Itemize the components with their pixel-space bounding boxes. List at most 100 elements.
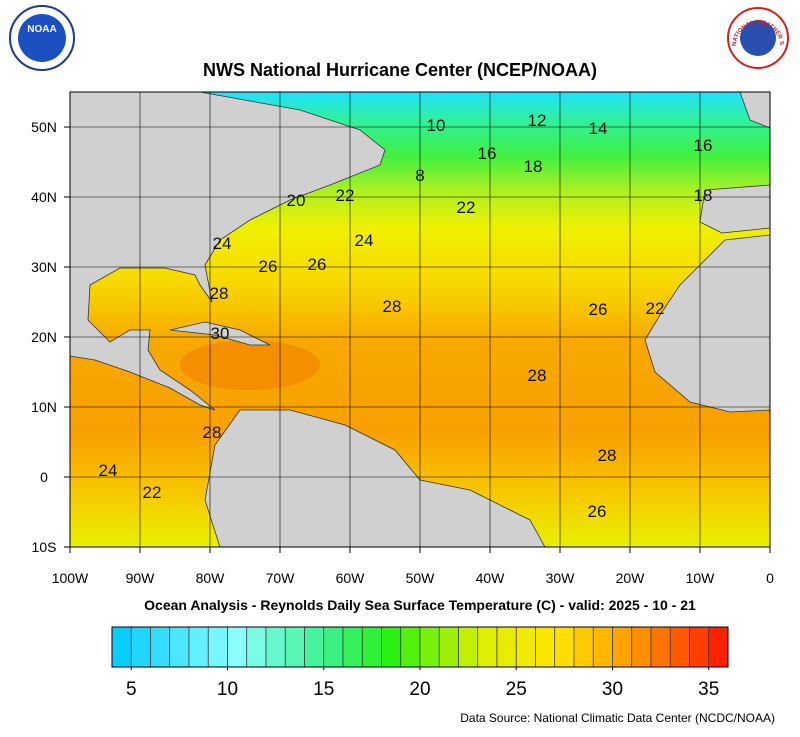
noaa-logo-text: NOAA bbox=[27, 24, 56, 35]
contour-label: 22 bbox=[336, 186, 355, 205]
colorbar-box bbox=[169, 626, 190, 668]
contour-label: 28 bbox=[203, 423, 222, 442]
colorbar-box bbox=[496, 626, 517, 668]
colorbar-box bbox=[304, 626, 325, 668]
contour-label: 10 bbox=[427, 116, 446, 135]
colorbar-box bbox=[477, 626, 498, 668]
colorbar-box bbox=[150, 626, 171, 668]
contour-label: 14 bbox=[589, 119, 608, 138]
contour-label: 22 bbox=[457, 198, 476, 217]
x-tick-label: 100W bbox=[52, 570, 89, 586]
colorbar-label: 30 bbox=[602, 679, 623, 700]
colorbar-box bbox=[458, 626, 479, 668]
contour-label: 8 bbox=[415, 166, 424, 185]
y-tick-label: 20N bbox=[31, 329, 57, 345]
colorbar-box bbox=[188, 626, 209, 668]
y-tick-label: 0 bbox=[40, 469, 48, 485]
colorbar-box bbox=[592, 626, 613, 668]
colorbar-box bbox=[361, 626, 382, 668]
colorbar-box bbox=[284, 626, 305, 668]
contour-label: 24 bbox=[213, 234, 232, 253]
colorbar-label: 35 bbox=[698, 679, 719, 700]
contour-label: 24 bbox=[355, 231, 374, 250]
contour-label: 22 bbox=[646, 299, 665, 318]
nws-logo-path: NATIONAL WEATHER SERVICE bbox=[0, 0, 784, 46]
contour-label: 18 bbox=[694, 186, 713, 205]
x-tick-label: 70W bbox=[266, 570, 296, 586]
africa bbox=[644, 234, 770, 413]
colorbar-box bbox=[612, 626, 633, 668]
colorbar-label: 25 bbox=[506, 679, 527, 700]
x-tick-label: 60W bbox=[336, 570, 366, 586]
contour-label: 26 bbox=[308, 255, 327, 274]
colorbar-box bbox=[265, 626, 286, 668]
contour-label: 22 bbox=[143, 483, 162, 502]
x-tick-label: 0 bbox=[766, 570, 774, 586]
contour-label: 16 bbox=[478, 144, 497, 163]
south-america bbox=[204, 409, 546, 547]
contour-label: 28 bbox=[383, 297, 402, 316]
colorbar-box bbox=[227, 626, 248, 668]
y-tick-label: 50N bbox=[31, 119, 57, 135]
colorbar-box bbox=[515, 626, 536, 668]
colorbar-box bbox=[419, 626, 440, 668]
warm-pool bbox=[180, 340, 320, 390]
colorbar-box bbox=[111, 626, 132, 668]
contour-label: 26 bbox=[589, 300, 608, 319]
contour-label: 26 bbox=[259, 257, 278, 276]
x-tick-label: 30W bbox=[546, 570, 576, 586]
x-tick-label: 10W bbox=[686, 570, 716, 586]
colorbar-box bbox=[650, 626, 671, 668]
colorbar-label: 15 bbox=[313, 679, 334, 700]
colorbar-box bbox=[631, 626, 652, 668]
uk bbox=[739, 92, 770, 129]
colorbar-box bbox=[689, 626, 710, 668]
noaa-logo: NOAA bbox=[9, 5, 75, 71]
colorbar-box bbox=[246, 626, 267, 668]
colorbar-label: 5 bbox=[126, 679, 137, 700]
nws-logo: NATIONAL WEATHER SERVICE bbox=[0, 0, 789, 69]
colorbar-box bbox=[708, 626, 729, 668]
x-tick-label: 20W bbox=[616, 570, 646, 586]
subtitle: Ocean Analysis - Reynolds Daily Sea Surf… bbox=[144, 597, 696, 613]
colorbar-label: 10 bbox=[217, 679, 238, 700]
x-tick-label: 80W bbox=[196, 570, 226, 586]
colorbar-box bbox=[669, 626, 690, 668]
colorbar-box bbox=[535, 626, 556, 668]
colorbar-box bbox=[400, 626, 421, 668]
colorbar-box bbox=[573, 626, 594, 668]
title: NWS National Hurricane Center (NCEP/NOAA… bbox=[203, 60, 597, 80]
contour-label: 30 bbox=[211, 324, 230, 343]
contour-label: 28 bbox=[528, 366, 547, 385]
colorbar-box bbox=[323, 626, 344, 668]
contour-label: 16 bbox=[694, 136, 713, 155]
contour-label: 28 bbox=[598, 446, 617, 465]
source: Data Source: National Climatic Data Cent… bbox=[460, 711, 775, 725]
grid bbox=[70, 92, 770, 547]
colorbar-label: 20 bbox=[409, 679, 430, 700]
contour-labels: 12 14 10 16 16 18 18 8 20 22 22 24 24 26 26 28 28 26 22 30 2… bbox=[99, 111, 713, 521]
contour-label: 12 bbox=[528, 111, 547, 130]
contour-label: 24 bbox=[99, 461, 118, 480]
colorbar-box bbox=[130, 626, 151, 668]
y-tick-label: 10N bbox=[31, 399, 57, 415]
x-tick-label: 40W bbox=[476, 570, 506, 586]
axis-ticks: 100W 90W 80W 70W 60W 50W 40W 30W 20W 10W 0 10S 0 10N 2… bbox=[31, 119, 774, 586]
colorbar-box bbox=[342, 626, 363, 668]
north-america bbox=[70, 92, 386, 411]
x-tick-label: 90W bbox=[126, 570, 156, 586]
colorbar: 5 10 15 20 25 30 35 bbox=[111, 626, 729, 700]
y-tick-label: 10S bbox=[32, 539, 57, 555]
contour-label: 28 bbox=[210, 284, 229, 303]
colorbar-box bbox=[438, 626, 459, 668]
logo-disc bbox=[740, 20, 776, 56]
y-tick-label: 40N bbox=[31, 189, 57, 205]
x-tick-label: 50W bbox=[406, 570, 436, 586]
contour-label: 20 bbox=[287, 191, 306, 210]
contour-label: 26 bbox=[588, 502, 607, 521]
colorbar-box bbox=[554, 626, 575, 668]
logo-disc bbox=[18, 14, 66, 62]
map: 12 14 10 16 16 18 18 8 20 22 22 24 24 26 26 28 28 26 22 30 2… bbox=[70, 92, 770, 547]
y-tick-label: 30N bbox=[31, 259, 57, 275]
